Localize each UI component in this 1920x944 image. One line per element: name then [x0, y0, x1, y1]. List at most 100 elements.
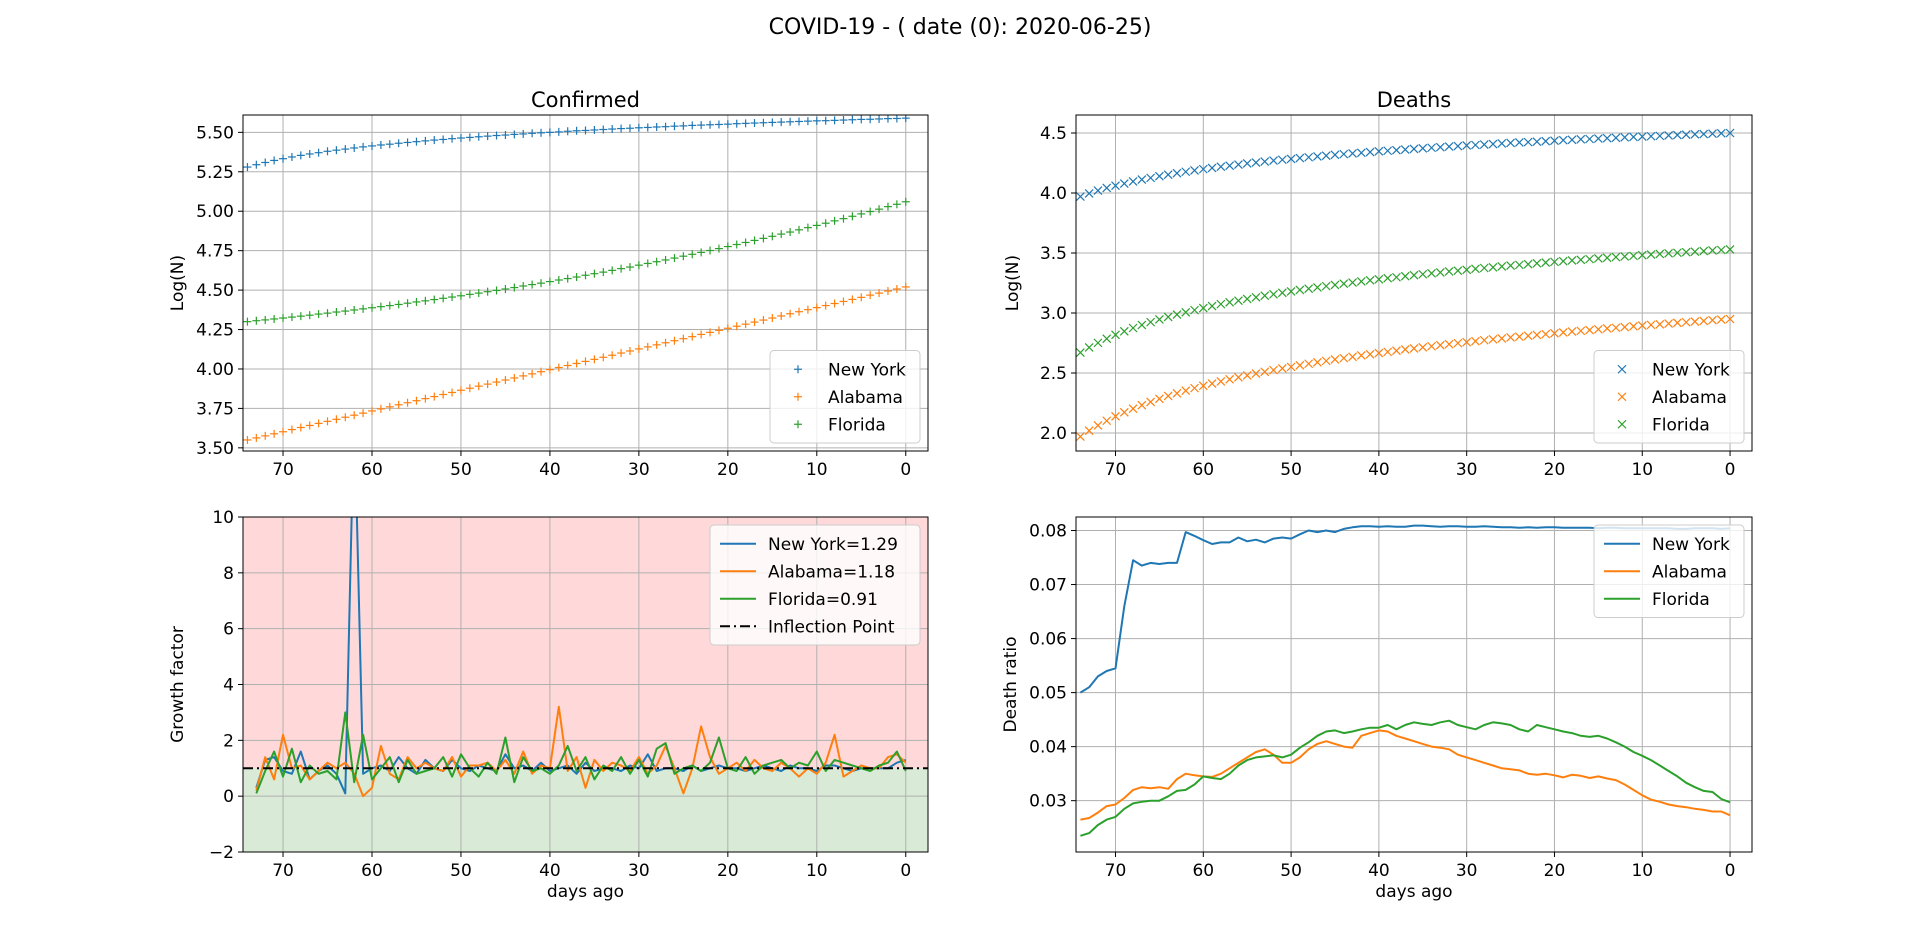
data-point [1550, 136, 1559, 146]
data-point [1664, 130, 1674, 140]
data-point [1304, 152, 1314, 162]
data-point [1119, 179, 1129, 188]
data-point [661, 255, 670, 264]
data-point [1620, 322, 1630, 332]
data-point [1409, 343, 1419, 353]
data-point [1374, 146, 1384, 156]
data-point [1567, 327, 1577, 337]
data-point [1163, 170, 1173, 180]
x-tick-label: 30 [1456, 861, 1478, 881]
data-point [1286, 286, 1296, 296]
data-point [688, 332, 697, 341]
legend: New York=1.29 Alabama=1.18 Florida=0.91 Inf… [709, 524, 921, 646]
data-point [581, 271, 590, 280]
legend-label: Alabama [1652, 562, 1727, 582]
data-point [1506, 261, 1515, 271]
data-point [1558, 328, 1568, 337]
data-point [1725, 244, 1735, 254]
data-point [1523, 137, 1533, 147]
data-point [1646, 131, 1656, 141]
y-tick-label: 3.75 [196, 399, 234, 419]
data-point [483, 287, 492, 296]
data-point [270, 314, 279, 323]
legend-label: Florida [1652, 590, 1710, 610]
data-point [350, 305, 359, 314]
data-point [305, 311, 314, 320]
data-point [1514, 260, 1524, 270]
data-point [528, 280, 537, 289]
y-axis-label: Growth factor [168, 626, 188, 743]
data-point [643, 259, 652, 268]
data-point [1567, 256, 1577, 265]
data-point [1260, 367, 1270, 377]
data-point [483, 380, 492, 389]
data-point [714, 244, 723, 253]
data-point [279, 314, 288, 323]
data-point [1392, 346, 1401, 356]
x-tick-label: 60 [361, 861, 383, 881]
data-point [492, 131, 501, 140]
data-point [1225, 161, 1235, 171]
data-point [510, 373, 519, 382]
data-point [1277, 364, 1287, 373]
data-point [1233, 372, 1243, 382]
data-point [492, 378, 501, 387]
data-point [661, 338, 670, 347]
data-point [1365, 275, 1375, 285]
x-tick-label: 20 [717, 460, 739, 480]
data-point [1172, 168, 1182, 178]
data-point [483, 132, 492, 141]
data-point [385, 140, 394, 149]
data-point [1585, 134, 1595, 144]
data-point [803, 223, 812, 232]
data-point [1479, 263, 1489, 273]
y-tick-label: 4.75 [196, 242, 234, 262]
data-point [1330, 150, 1340, 160]
data-point [545, 365, 554, 374]
x-tick-label: 10 [806, 460, 828, 480]
data-point [821, 116, 830, 125]
data-point [501, 376, 510, 385]
legend-item: Alabama=1.18 [720, 562, 895, 582]
data-point [1146, 173, 1156, 183]
x-axis-label: days ago [1375, 882, 1452, 902]
data-point [1664, 248, 1674, 258]
data-point [1137, 320, 1147, 330]
legend-box [709, 524, 921, 646]
x-tick-label: 20 [717, 861, 739, 881]
data-point [430, 136, 439, 145]
data-point [759, 234, 768, 243]
data-point [608, 125, 617, 134]
data-point [812, 221, 821, 230]
legend-box [1593, 350, 1745, 444]
data-point [795, 307, 804, 316]
data-point [1365, 349, 1375, 359]
legend-label: New York [828, 360, 906, 380]
data-point [625, 124, 634, 133]
figure-suptitle: COVID-19 - ( date (0): 2020-06-25) [769, 15, 1152, 40]
data-point [679, 252, 688, 261]
data-point [599, 268, 608, 277]
data-point [1111, 411, 1120, 421]
y-tick-label: −2 [209, 843, 234, 863]
data-point [1708, 315, 1717, 325]
x-tick-label: 50 [450, 861, 472, 881]
data-point [296, 312, 305, 321]
data-point [1119, 326, 1129, 336]
data-point [1093, 186, 1103, 196]
data-point [501, 131, 510, 140]
data-point [1251, 292, 1261, 302]
x-tick-label: 50 [450, 460, 472, 480]
data-point [697, 248, 706, 257]
plot-area [243, 517, 928, 798]
data-point [795, 225, 804, 234]
data-point [1637, 250, 1647, 260]
data-point [1672, 248, 1682, 258]
data-point [510, 130, 519, 139]
data-point [1181, 307, 1191, 317]
legend-item: New York=1.29 [720, 535, 898, 555]
data-point [1567, 135, 1577, 145]
x-tick-label: 60 [361, 460, 383, 480]
data-point [830, 216, 839, 225]
data-point [554, 363, 563, 372]
